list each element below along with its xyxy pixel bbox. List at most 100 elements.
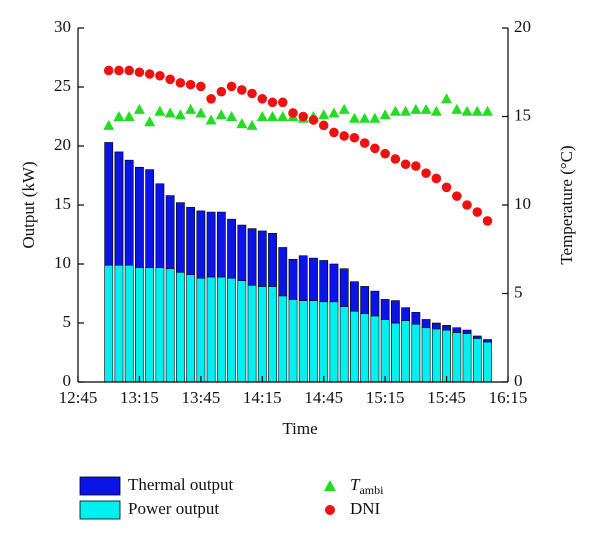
bar-segment: [216, 211, 226, 278]
bar-segment: [462, 329, 472, 334]
bar-segment: [104, 264, 114, 383]
bar-segment: [329, 301, 339, 383]
point: [359, 138, 370, 148]
point: [318, 120, 329, 131]
point: [133, 103, 145, 114]
legend-label: Tambi: [350, 475, 384, 497]
bar-segment: [165, 268, 175, 383]
point: [472, 207, 483, 217]
point: [205, 114, 217, 125]
point: [389, 105, 401, 116]
point: [288, 108, 298, 118]
bar-segment: [309, 257, 318, 301]
point: [175, 78, 186, 88]
bar-segment: [268, 286, 277, 383]
bar-segment: [288, 299, 298, 383]
point: [308, 115, 319, 125]
bar-segment: [380, 319, 390, 383]
x-tick-label: 15:45: [427, 388, 466, 407]
point: [441, 93, 453, 104]
point: [431, 173, 442, 184]
point: [236, 118, 248, 129]
point: [174, 109, 186, 120]
bar-segment: [196, 277, 206, 383]
bar-segment: [114, 151, 124, 266]
point: [246, 119, 258, 130]
y-tick-label: 25: [54, 76, 71, 95]
point: [400, 159, 411, 170]
point: [267, 97, 278, 108]
bar-segment: [288, 258, 298, 300]
point: [206, 94, 216, 104]
point: [339, 131, 349, 141]
bar-segment: [278, 247, 288, 297]
point: [134, 67, 145, 78]
point: [338, 103, 350, 114]
x-tick-label: 13:45: [181, 388, 220, 407]
bar-segment: [483, 341, 492, 383]
point: [144, 116, 156, 127]
point: [113, 111, 125, 121]
point: [390, 154, 401, 164]
point: [298, 111, 309, 122]
point: [267, 111, 279, 121]
y-tick-label: 0: [63, 371, 72, 390]
bar-segment: [380, 299, 390, 320]
point: [256, 111, 268, 121]
point: [452, 191, 462, 201]
point: [329, 127, 339, 138]
bar-segment: [186, 274, 196, 383]
bar-segment: [268, 233, 277, 287]
bar-segment: [350, 310, 359, 383]
bar-segment: [319, 260, 329, 303]
point: [411, 161, 421, 171]
y2-tick-label: 5: [514, 282, 523, 301]
point: [103, 65, 114, 76]
point: [482, 105, 494, 116]
bar-segment: [401, 307, 411, 321]
bar-segment: [401, 320, 411, 383]
bar-segment: [350, 281, 359, 312]
point: [124, 65, 134, 76]
bar-segment: [442, 325, 451, 331]
bar-segment: [472, 338, 482, 383]
bar-segment: [135, 267, 144, 383]
bar-segment: [319, 301, 329, 383]
x-tick-label: 14:15: [243, 388, 282, 407]
point: [421, 168, 431, 178]
point: [369, 112, 381, 123]
point: [441, 182, 452, 193]
point: [420, 103, 432, 114]
point: [277, 97, 288, 108]
x-tick-label: 13:15: [120, 388, 159, 407]
point: [370, 143, 380, 154]
point: [461, 105, 473, 116]
point: [226, 111, 238, 121]
bar-segment: [309, 300, 318, 383]
bar-segment: [145, 169, 155, 268]
bar-segment: [483, 339, 492, 343]
bar-segment: [390, 300, 400, 324]
bar-segment: [206, 276, 216, 383]
point: [451, 103, 463, 114]
point: [185, 79, 196, 90]
bar-segment: [472, 335, 482, 339]
point: [471, 105, 483, 116]
y2-tick-label: 10: [514, 194, 531, 213]
bar-segment: [227, 277, 236, 383]
bar-segment: [411, 323, 421, 383]
bar-segment: [186, 207, 196, 275]
bar-segment: [155, 183, 165, 268]
point: [155, 70, 165, 81]
point: [349, 132, 360, 143]
point: [114, 65, 124, 76]
legend-swatch: [324, 480, 336, 491]
point: [247, 88, 257, 99]
y-tick-label: 30: [54, 17, 71, 36]
bar-segment: [196, 210, 206, 279]
point: [195, 107, 207, 118]
y-axis-title: Output (kW): [19, 161, 38, 248]
legend-swatch: [325, 505, 335, 515]
bar-segment: [329, 263, 339, 303]
bar-segment: [237, 224, 247, 281]
